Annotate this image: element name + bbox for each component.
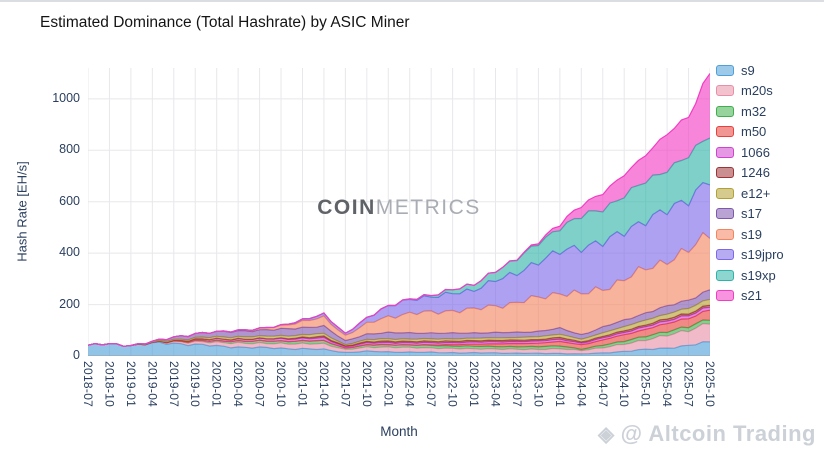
legend-label: 1066 bbox=[741, 144, 770, 160]
legend-label: m50 bbox=[741, 124, 767, 140]
x-tick-label: 2024-07 bbox=[595, 361, 610, 408]
legend-label: 1246 bbox=[741, 165, 770, 181]
legend-item-s17[interactable]: s17 bbox=[716, 204, 784, 225]
legend-label: s19jpro bbox=[741, 247, 784, 263]
legend-item-1246[interactable]: 1246 bbox=[716, 163, 784, 184]
legend-label: e12+ bbox=[741, 185, 771, 201]
series-area-m20s[interactable] bbox=[88, 323, 710, 354]
x-tick-label: 2019-10 bbox=[188, 361, 203, 408]
x-tick-label: 2025-07 bbox=[681, 361, 696, 408]
diamond-icon: ◈ bbox=[597, 423, 615, 446]
legend-label: s19 bbox=[741, 226, 762, 242]
x-tick-label: 2024-10 bbox=[617, 361, 632, 408]
x-tick-label: 2019-07 bbox=[166, 361, 181, 408]
legend-item-e12-[interactable]: e12+ bbox=[716, 183, 784, 204]
watermark-corner-text: @ Altcoin Trading bbox=[620, 421, 816, 446]
x-tick-label: 2022-01 bbox=[381, 361, 396, 408]
legend-swatch bbox=[716, 269, 734, 281]
x-tick-label: 2022-07 bbox=[424, 361, 439, 408]
legend-swatch bbox=[716, 64, 734, 76]
x-tick-label: 2021-04 bbox=[316, 361, 331, 408]
series-area-m32[interactable] bbox=[88, 320, 710, 351]
legend-label: s17 bbox=[741, 206, 762, 222]
x-tick-label: 2025-10 bbox=[703, 361, 717, 408]
series-area-s21[interactable] bbox=[88, 73, 710, 347]
legend-item-m32[interactable]: m32 bbox=[716, 101, 784, 122]
legend-item-s19xp[interactable]: s19xp bbox=[716, 265, 784, 286]
legend-swatch bbox=[716, 249, 734, 261]
series-area-s19xp[interactable] bbox=[88, 138, 710, 347]
legend-label: m32 bbox=[741, 103, 767, 119]
chart-legend: s9 m20s m32 m50 1066 1246 e12+ s17 s19 s19jpro s19… bbox=[716, 60, 784, 306]
x-tick-label: 2023-10 bbox=[531, 361, 546, 408]
series-line-s21 bbox=[88, 73, 710, 347]
series-area-s9[interactable] bbox=[88, 341, 710, 356]
y-tick-label: 0 bbox=[73, 348, 80, 362]
top-border bbox=[0, 0, 824, 2]
legend-label: s21 bbox=[741, 288, 762, 304]
legend-swatch bbox=[716, 187, 734, 199]
series-area-s19[interactable] bbox=[88, 232, 710, 347]
y-tick-label: 400 bbox=[59, 245, 80, 260]
legend-swatch bbox=[716, 85, 734, 97]
legend-item-1066[interactable]: 1066 bbox=[716, 142, 784, 163]
watermark-corner: ◈ @ Altcoin Trading bbox=[598, 421, 816, 447]
legend-swatch bbox=[716, 208, 734, 220]
legend-swatch bbox=[716, 146, 734, 158]
x-tick-label: 2021-01 bbox=[295, 361, 310, 408]
x-tick-label: 2021-07 bbox=[338, 361, 353, 408]
legend-item-m20s[interactable]: m20s bbox=[716, 81, 784, 102]
x-tick-label: 2023-04 bbox=[488, 361, 503, 408]
x-tick-label: 2018-10 bbox=[102, 361, 117, 408]
y-tick-label: 200 bbox=[59, 296, 80, 311]
x-tick-label: 2025-04 bbox=[660, 361, 675, 408]
x-tick-label: 2024-01 bbox=[552, 361, 567, 408]
legend-item-s21[interactable]: s21 bbox=[716, 286, 784, 307]
legend-item-s9[interactable]: s9 bbox=[716, 60, 784, 81]
legend-item-s19[interactable]: s19 bbox=[716, 224, 784, 245]
series-area-s19jpro[interactable] bbox=[88, 182, 710, 347]
x-tick-label: 2018-07 bbox=[81, 361, 95, 408]
legend-item-s19jpro[interactable]: s19jpro bbox=[716, 245, 784, 266]
x-tick-label: 2020-01 bbox=[209, 361, 224, 408]
chart-plot-area[interactable] bbox=[88, 68, 710, 356]
x-tick-label: 2022-10 bbox=[445, 361, 460, 408]
legend-item-m50[interactable]: m50 bbox=[716, 122, 784, 143]
y-tick-label: 800 bbox=[59, 142, 80, 157]
page-title: Estimated Dominance (Total Hashrate) by … bbox=[40, 14, 410, 31]
x-tick-label: 2020-07 bbox=[252, 361, 267, 408]
legend-swatch bbox=[716, 105, 734, 117]
x-tick-label: 2019-01 bbox=[123, 361, 138, 408]
legend-label: s9 bbox=[741, 62, 755, 78]
legend-swatch bbox=[716, 126, 734, 138]
x-tick-label: 2024-04 bbox=[574, 361, 589, 408]
legend-label: m20s bbox=[741, 83, 773, 99]
legend-swatch bbox=[716, 290, 734, 302]
x-tick-label: 2023-01 bbox=[467, 361, 482, 408]
series-area-s17[interactable] bbox=[88, 289, 710, 347]
legend-label: s19xp bbox=[741, 267, 776, 283]
legend-swatch bbox=[716, 167, 734, 179]
x-tick-label: 2020-04 bbox=[231, 361, 246, 408]
y-tick-label: 1000 bbox=[52, 90, 80, 105]
x-tick-label: 2022-04 bbox=[402, 361, 417, 408]
x-tick-label: 2021-10 bbox=[359, 361, 374, 408]
legend-swatch bbox=[716, 228, 734, 240]
x-tick-label: 2025-01 bbox=[638, 361, 653, 408]
y-tick-label: 600 bbox=[59, 193, 80, 208]
x-tick-label: 2020-10 bbox=[274, 361, 289, 408]
x-tick-label: 2019-04 bbox=[145, 361, 160, 408]
x-tick-label: 2023-07 bbox=[509, 361, 524, 408]
x-axis-title: Month bbox=[380, 424, 418, 439]
